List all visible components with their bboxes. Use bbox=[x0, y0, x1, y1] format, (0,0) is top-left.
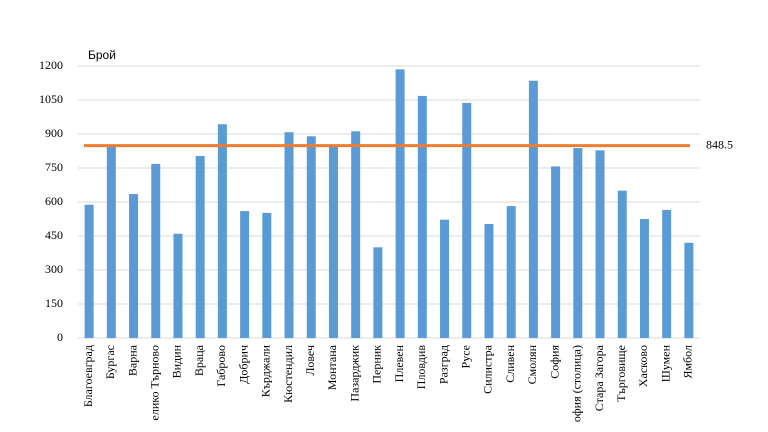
x-tick-label: Сливен bbox=[503, 344, 517, 382]
x-tick-label: Добрич bbox=[236, 345, 250, 384]
bar bbox=[129, 194, 139, 338]
x-tick-label: Смолян bbox=[525, 344, 539, 384]
x-tick-label: София bbox=[547, 345, 561, 379]
bar bbox=[262, 212, 272, 338]
x-tick-label: Враца bbox=[192, 344, 206, 376]
reference-label: 848.5 bbox=[706, 137, 733, 151]
bar bbox=[151, 163, 161, 338]
x-tick-label: Плевен bbox=[392, 344, 406, 382]
y-tick-label: 450 bbox=[45, 228, 63, 242]
y-tick-label: 600 bbox=[45, 194, 63, 208]
bar bbox=[240, 211, 250, 338]
x-tick-label: Бургас bbox=[103, 345, 117, 379]
bar bbox=[528, 80, 538, 338]
bar bbox=[595, 150, 605, 338]
bar bbox=[106, 146, 116, 338]
y-tick-label: 0 bbox=[57, 330, 63, 344]
x-tick-label: Хасково bbox=[636, 345, 650, 387]
x-tick-label: Кюстендил bbox=[281, 345, 295, 403]
x-tick-label: Габрово bbox=[214, 345, 228, 387]
y-tick-label: 1200 bbox=[39, 58, 63, 72]
bar bbox=[684, 242, 694, 338]
y-tick-label: 150 bbox=[45, 296, 63, 310]
x-tick-label: Варна bbox=[125, 344, 139, 376]
bar bbox=[573, 148, 583, 338]
bar bbox=[506, 206, 516, 338]
bar bbox=[195, 155, 205, 338]
bar bbox=[440, 219, 450, 338]
y-tick-label: 1050 bbox=[39, 92, 63, 106]
x-tick-label: Разград bbox=[436, 345, 450, 384]
x-tick-label: Перник bbox=[370, 345, 384, 384]
x-tick-label: Стара Загора bbox=[592, 344, 606, 411]
bar bbox=[373, 247, 383, 338]
x-tick-label: Ямбол bbox=[681, 345, 695, 379]
x-tick-label: Русе bbox=[459, 345, 473, 368]
bar bbox=[484, 223, 494, 338]
x-tick-label: Пловдив bbox=[414, 345, 428, 390]
x-tick-label: Кърджали bbox=[259, 344, 273, 397]
bar bbox=[351, 131, 361, 338]
bar bbox=[617, 190, 627, 338]
y-tick-label: 300 bbox=[45, 262, 63, 276]
bar bbox=[639, 219, 649, 338]
bar bbox=[217, 124, 227, 339]
y-tick-label: 750 bbox=[45, 160, 63, 174]
x-tick-label: Ловеч bbox=[303, 345, 317, 376]
x-tick-label: Силистра bbox=[481, 344, 495, 394]
bar bbox=[306, 136, 316, 338]
bar bbox=[417, 95, 427, 338]
bar bbox=[551, 166, 561, 338]
bar bbox=[328, 146, 338, 338]
x-tick-label: Монтана bbox=[325, 344, 339, 390]
x-tick-label: Търговище bbox=[614, 345, 628, 402]
x-tick-label: Благоевград bbox=[81, 345, 95, 407]
bar bbox=[173, 233, 183, 338]
y-axis-label: Брой bbox=[88, 48, 116, 62]
bar bbox=[284, 132, 294, 338]
bar bbox=[462, 102, 472, 339]
x-tick-label: Видин bbox=[170, 344, 184, 378]
y-tick-label: 900 bbox=[45, 126, 63, 140]
x-tick-label: офия (столица) bbox=[570, 345, 584, 422]
bar bbox=[395, 69, 405, 339]
x-tick-label: Шумен bbox=[658, 344, 672, 382]
x-tick-label: елико Търново bbox=[148, 345, 162, 421]
bar bbox=[84, 204, 94, 338]
x-tick-label: Пазарджик bbox=[347, 345, 361, 402]
bar bbox=[662, 209, 672, 338]
